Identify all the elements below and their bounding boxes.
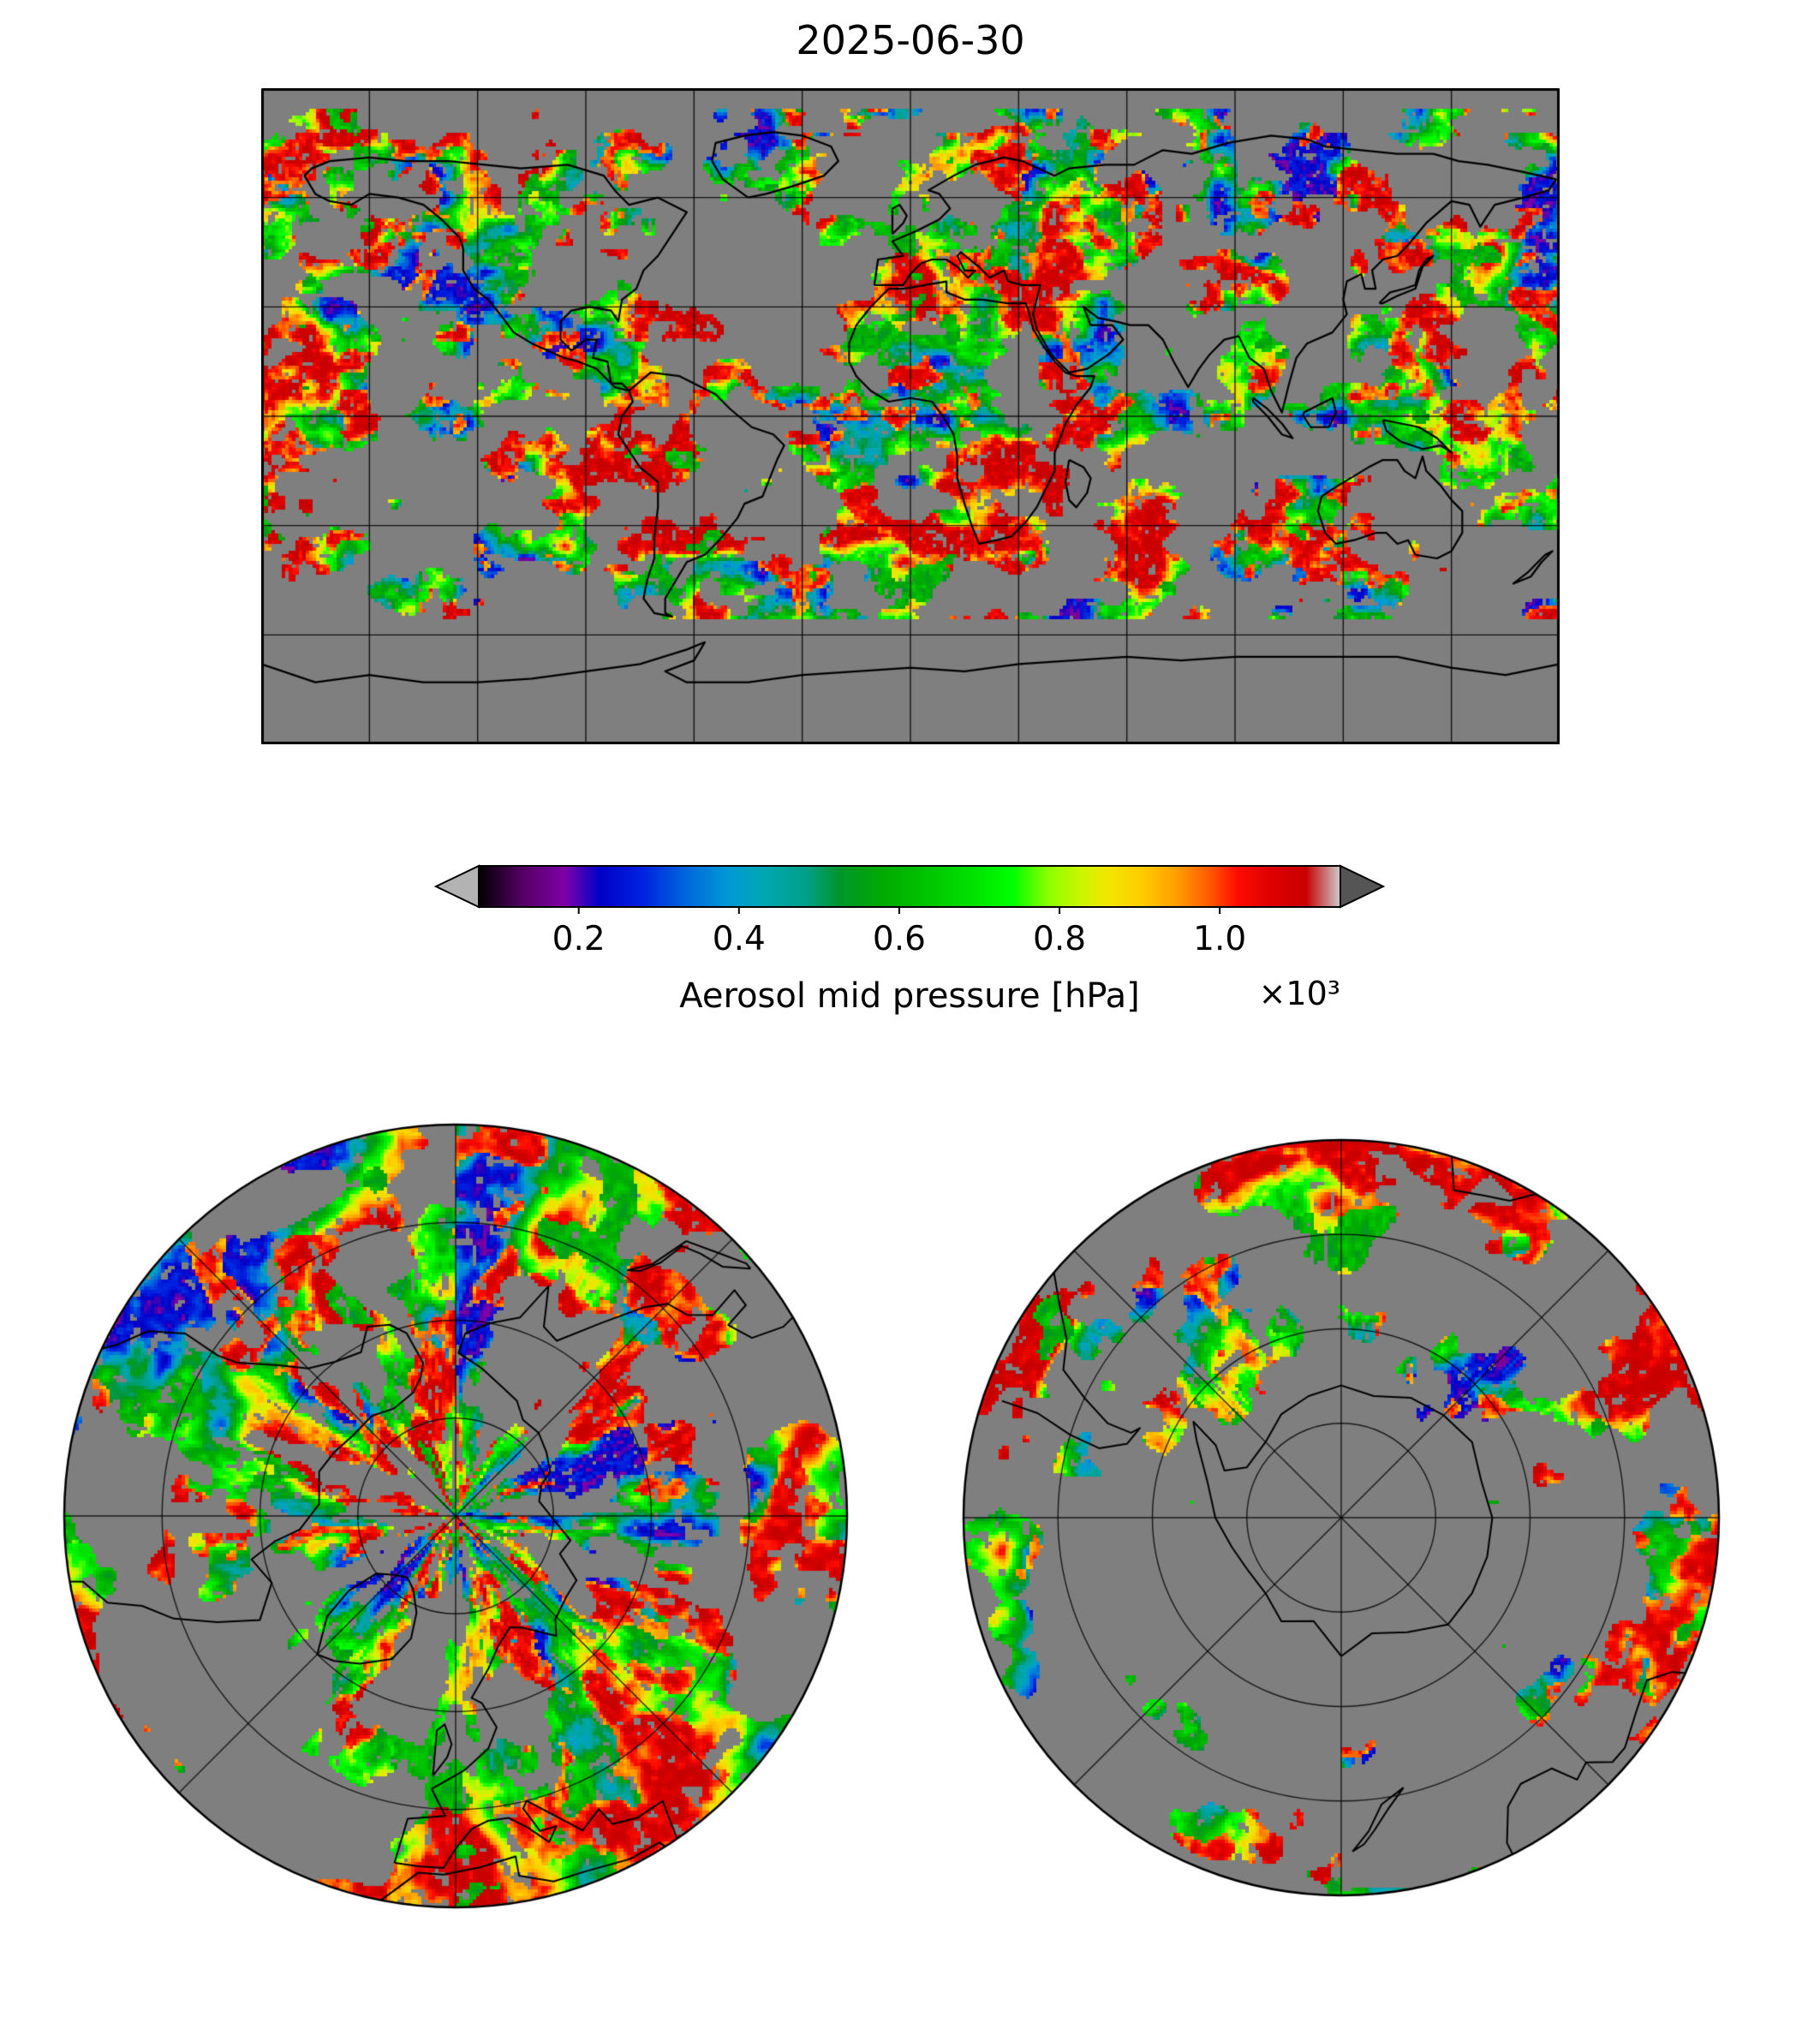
colorbar-under-arrow: [433, 864, 480, 909]
colorbar-tick-label: 1.0: [1193, 920, 1247, 958]
colorbar: [433, 864, 1386, 914]
colorbar-gradient-bar: [478, 865, 1341, 908]
colorbar-over-arrow: [1340, 864, 1386, 909]
north-polar-panel: [62, 1122, 850, 1910]
colorbar-scale-label: ×10³: [1258, 975, 1340, 1012]
global-map-panel: [261, 88, 1560, 744]
colorbar-tick-label: 0.2: [552, 920, 606, 958]
south-polar-panel: [961, 1137, 1722, 1898]
colorbar-tick-label: 0.4: [712, 920, 766, 958]
colorbar-tick-label: 0.8: [1033, 920, 1087, 958]
colorbar-label: Aerosol mid pressure [hPa]: [679, 976, 1140, 1016]
colorbar-tick-marks: [577, 907, 1221, 914]
figure-title: 2025-06-30: [796, 17, 1025, 63]
colorbar-tick-labels: 0.2 0.4 0.6 0.8 1.0: [426, 920, 1393, 964]
colorbar-tick-label: 0.6: [872, 920, 926, 958]
